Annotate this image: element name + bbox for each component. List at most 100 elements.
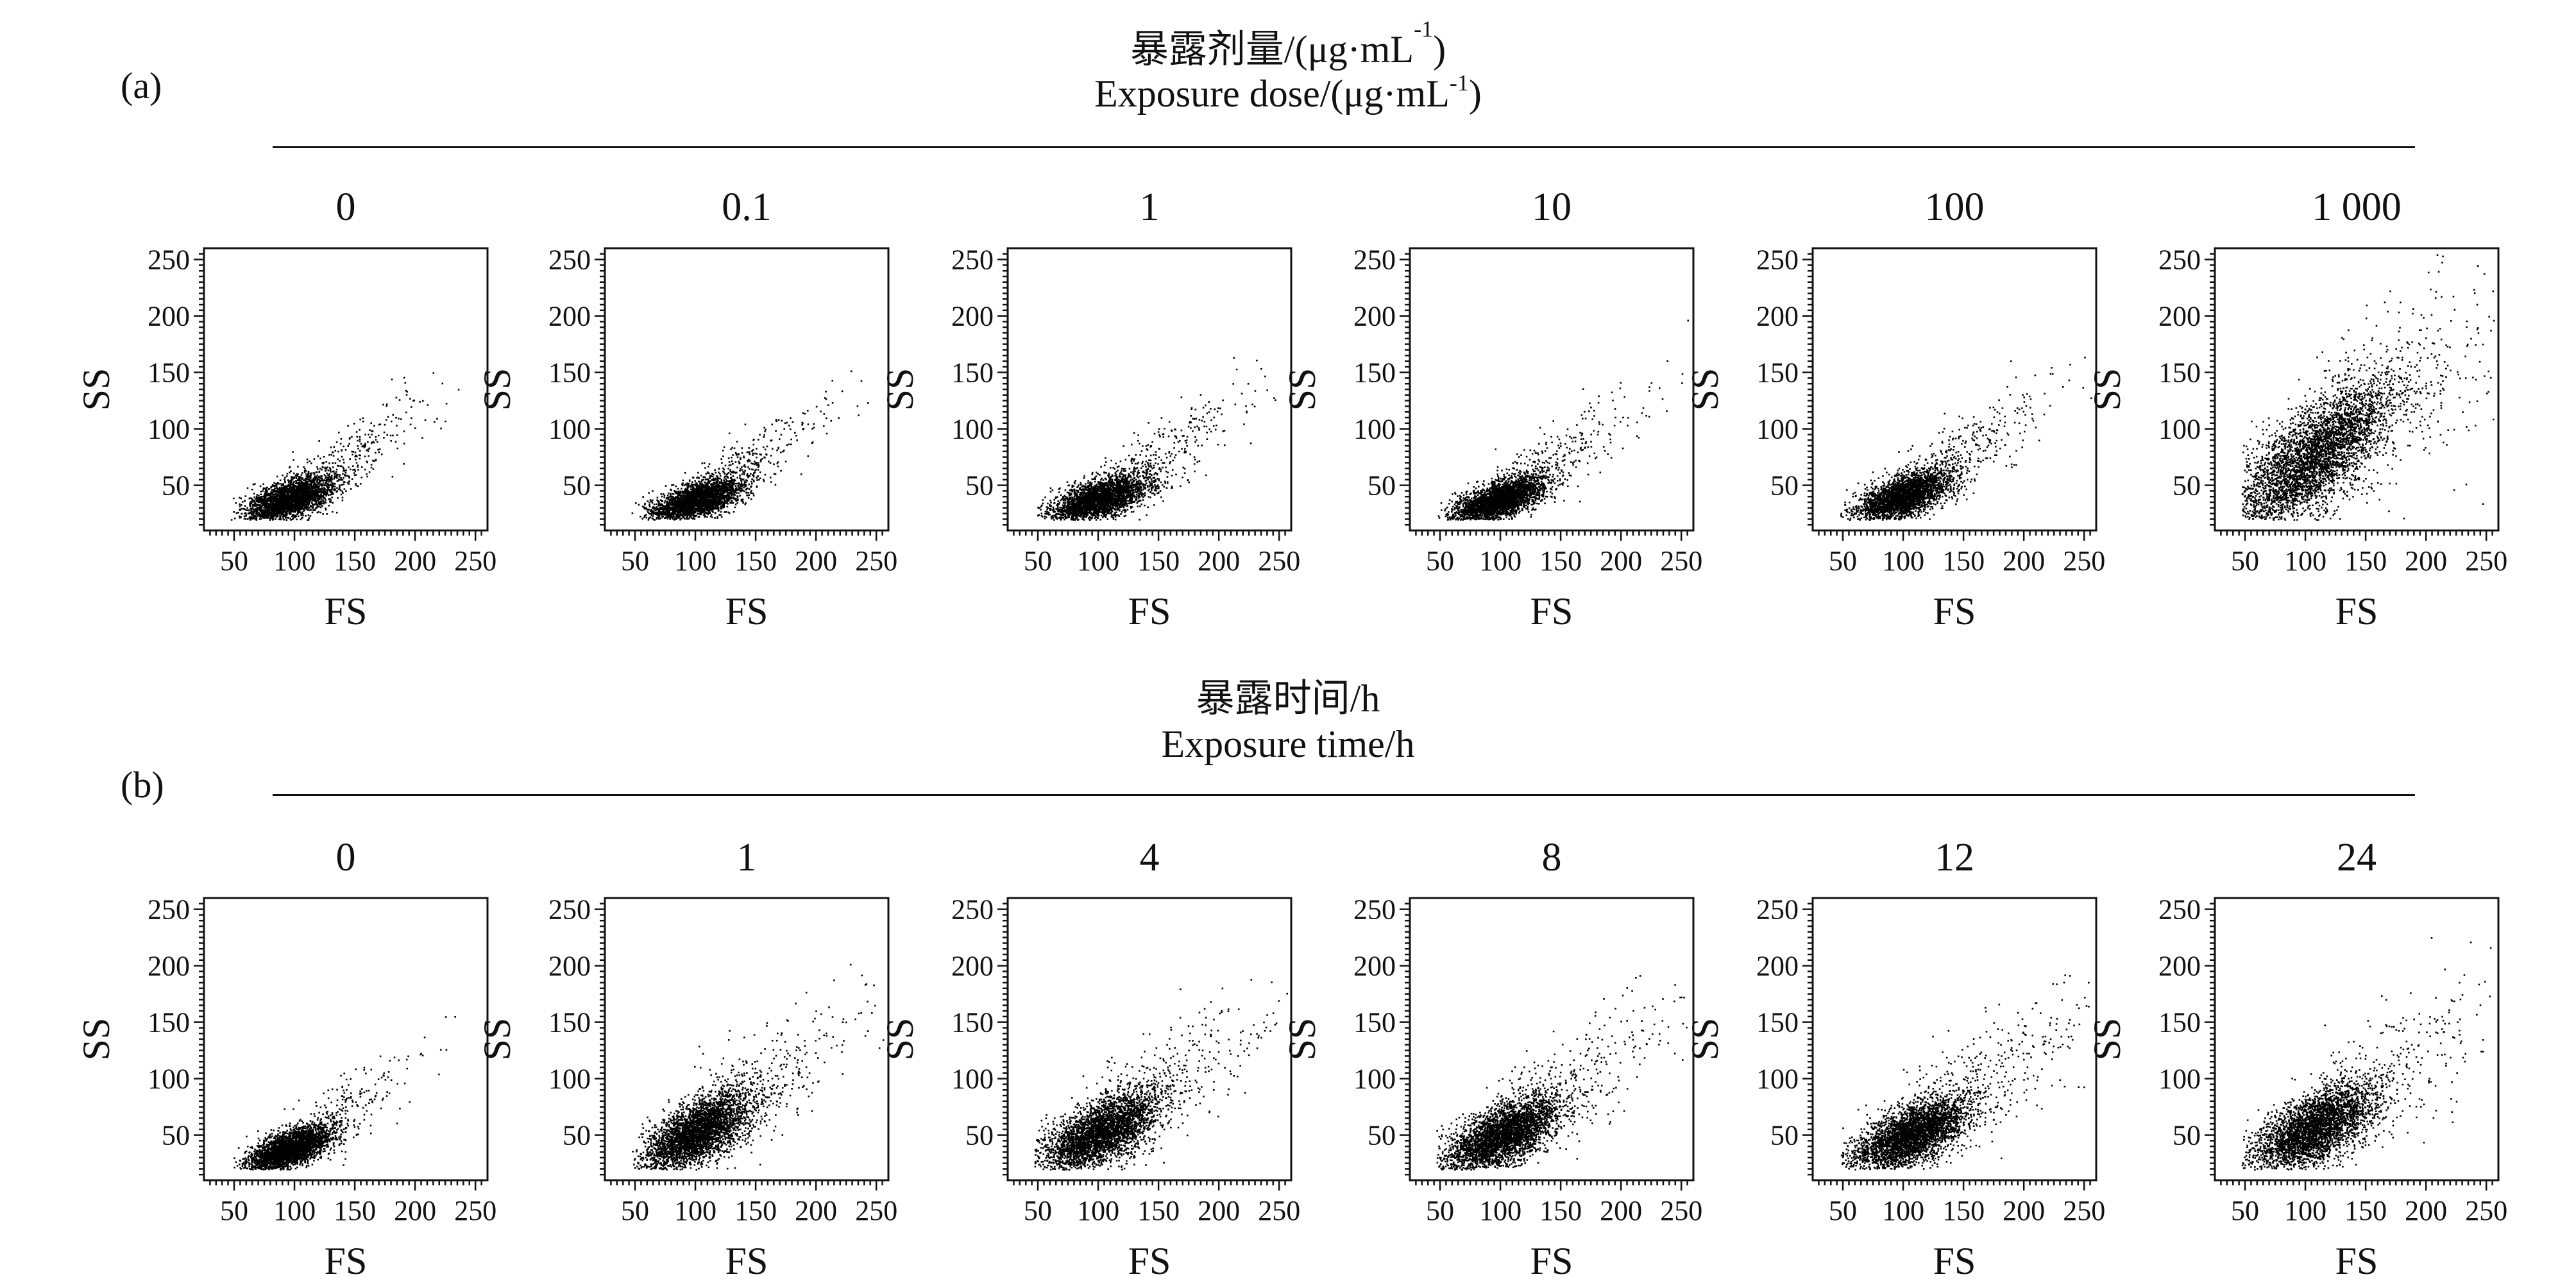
condition-label-a-2: 1 (1139, 185, 1160, 229)
x-tick-label: 250 (855, 545, 897, 577)
y-tick-label: 150 (1353, 1007, 1396, 1038)
y-tick-label: 200 (1353, 301, 1396, 332)
y-tick-label: 150 (951, 1007, 994, 1038)
x-tick-label: 100 (1882, 545, 1924, 577)
x-tick-label: 100 (1479, 1195, 1521, 1226)
y-tick-label: 150 (951, 357, 994, 389)
condition-label-b-4: 12 (1935, 836, 1974, 879)
y-tick-label: 200 (148, 951, 190, 982)
x-tick-label: 200 (795, 1195, 837, 1226)
y-tick-label: 100 (548, 1063, 591, 1095)
x-axis-label: FS (1530, 590, 1573, 632)
x-tick-label: 50 (1829, 545, 1857, 577)
y-tick-label: 200 (2158, 301, 2201, 332)
y-tick-label: 250 (2158, 894, 2201, 926)
x-tick-label: 150 (1539, 1195, 1582, 1226)
y-tick-label: 150 (548, 357, 591, 389)
row-a-title-cn-sup: -1 (1414, 16, 1434, 42)
x-tick-label: 150 (2344, 545, 2387, 577)
x-tick-label: 200 (1600, 545, 1642, 577)
y-tick-label: 50 (1770, 470, 1799, 502)
x-tick-label: 100 (2284, 545, 2326, 577)
x-tick-label: 150 (2344, 1195, 2387, 1226)
plot-frame (2214, 897, 2500, 1182)
x-tick-label: 250 (1258, 1195, 1300, 1226)
scatter-panel-a-10: 50 100 150 200 250 50 100 150 200 250 FS SS (1281, 244, 1702, 632)
y-tick-label: 200 (548, 301, 591, 332)
x-tick-label: 250 (454, 545, 496, 577)
x-tick-label: 100 (1077, 1195, 1119, 1226)
y-tick-label: 50 (965, 1120, 994, 1151)
scatter-points (2241, 254, 2495, 521)
y-tick-label: 100 (1353, 1063, 1396, 1095)
row-b-title-cn: 暴露时间/h (1196, 677, 1380, 720)
x-tick-label: 150 (1137, 1195, 1180, 1226)
scatter-points (233, 1016, 456, 1171)
scatter-points (632, 963, 885, 1171)
condition-label-b-5: 24 (2337, 836, 2377, 879)
scatter-points (1034, 979, 1288, 1171)
scatter-panel-b-8: 50 100 150 200 250 50 100 150 200 250 FS SS (1281, 894, 1702, 1282)
x-axis-label: FS (325, 590, 368, 632)
x-tick-label: 150 (334, 545, 376, 577)
x-axis-label: FS (1128, 590, 1171, 632)
x-tick-label: 200 (2405, 1195, 2447, 1226)
y-tick-label: 50 (1368, 470, 1396, 502)
y-tick-label: 100 (1756, 414, 1799, 445)
row-a-title-cn: 暴露剂量/(μg·mL-1) (0, 16, 2576, 74)
x-tick-label: 100 (1882, 1195, 1924, 1226)
y-tick-label: 250 (1756, 244, 1799, 276)
scatter-points (1436, 975, 1688, 1171)
y-tick-label: 200 (951, 301, 994, 332)
y-tick-label: 250 (148, 244, 190, 276)
x-tick-label: 200 (2003, 545, 2045, 577)
y-tick-label: 200 (548, 951, 591, 982)
scatter-panel-b-4: 50 100 150 200 250 50 100 150 200 250 FS SS (879, 894, 1300, 1282)
y-tick-label: 150 (148, 357, 190, 389)
x-tick-label: 250 (454, 1195, 496, 1226)
y-tick-label: 50 (1368, 1120, 1396, 1151)
condition-label-a-3: 10 (1532, 185, 1572, 229)
y-tick-label: 50 (2173, 470, 2201, 502)
row-a-title-cn-main: 暴露剂量/(μg·mL (1130, 28, 1414, 71)
x-tick-label: 250 (2063, 545, 2105, 577)
x-tick-label: 150 (734, 545, 777, 577)
x-tick-label: 200 (1198, 1195, 1240, 1226)
row-b-header-rule (273, 794, 2415, 796)
x-tick-label: 150 (1942, 1195, 1985, 1226)
x-axis-label: FS (1933, 590, 1976, 632)
y-axis-label: SS (1281, 368, 1323, 411)
x-tick-label: 200 (394, 545, 436, 577)
y-tick-label: 250 (148, 894, 190, 926)
y-tick-label: 150 (2158, 357, 2201, 389)
x-tick-label: 200 (2405, 545, 2447, 577)
y-axis-label: SS (476, 368, 518, 411)
y-tick-label: 150 (2158, 1007, 2201, 1038)
x-axis-label: FS (1933, 1240, 1976, 1282)
x-axis-label: FS (2335, 1240, 2378, 1282)
panel-letter-a: (a) (121, 65, 162, 106)
y-axis-label: SS (75, 368, 117, 411)
y-tick-label: 250 (2158, 244, 2201, 276)
scatter-points (230, 372, 460, 521)
y-tick-label: 250 (1353, 244, 1396, 276)
y-axis-label: SS (879, 368, 921, 411)
condition-label-b-0: 0 (335, 836, 356, 879)
x-tick-label: 100 (2284, 1195, 2326, 1226)
y-tick-label: 50 (162, 1120, 190, 1151)
x-tick-label: 100 (1077, 545, 1119, 577)
x-axis-label: FS (1128, 1240, 1171, 1282)
x-tick-label: 200 (394, 1195, 436, 1226)
y-axis-label: SS (476, 1018, 518, 1061)
row-a-title-cn-end: ) (1433, 28, 1446, 71)
x-tick-label: 200 (2003, 1195, 2045, 1226)
y-tick-label: 100 (1353, 414, 1396, 445)
condition-label-a-5: 1 000 (2312, 185, 2402, 229)
y-tick-label: 250 (951, 894, 994, 926)
condition-label-b-2: 4 (1139, 836, 1160, 879)
x-tick-label: 150 (1942, 545, 1985, 577)
scatter-points (631, 370, 869, 521)
x-tick-label: 150 (1137, 545, 1180, 577)
y-tick-label: 100 (951, 1063, 994, 1095)
y-tick-label: 50 (965, 470, 994, 502)
